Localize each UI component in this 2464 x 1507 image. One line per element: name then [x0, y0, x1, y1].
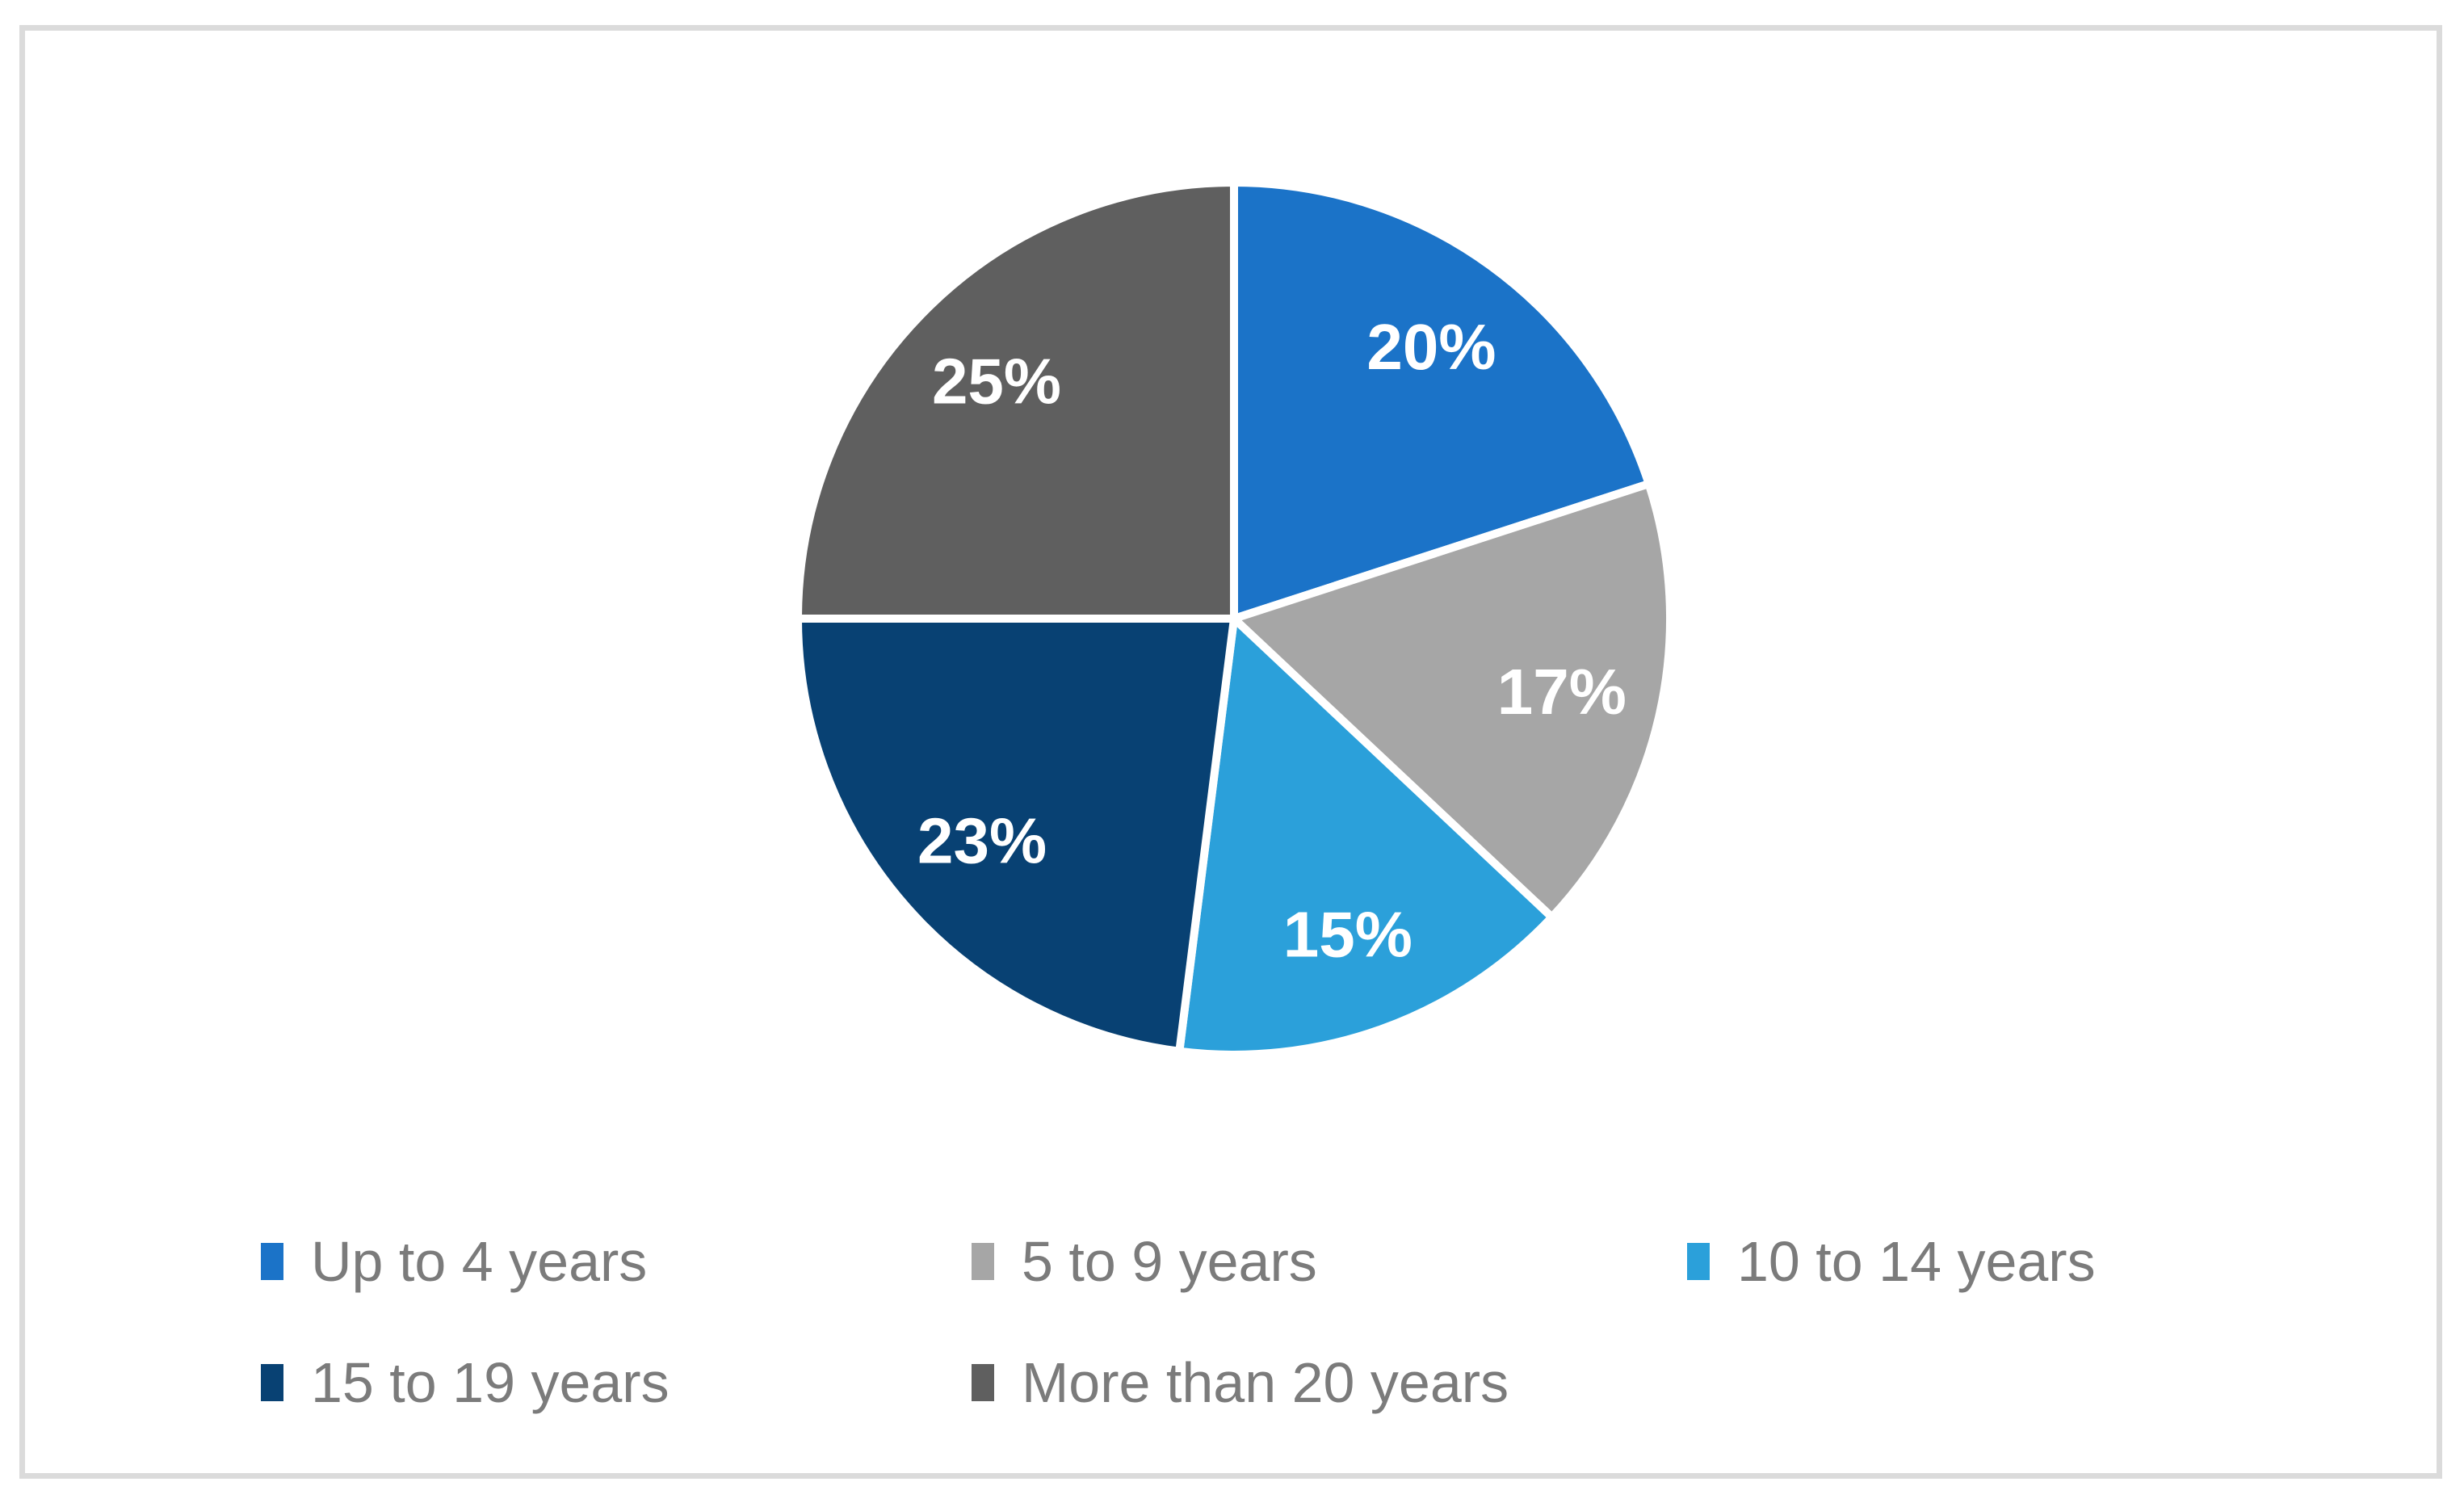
slice-data-label: 25% [932, 346, 1061, 418]
pie-slice [793, 615, 1239, 1056]
pie-slice [1226, 478, 1675, 923]
slice-data-label: 15% [1283, 899, 1412, 971]
slice-data-label: 17% [1497, 656, 1627, 728]
pie-slice [793, 178, 1238, 623]
slice-data-label: 23% [917, 805, 1047, 877]
pie-slice-labels: 20% 17% 15% 23% 25% [917, 311, 1627, 971]
slice-data-label: 20% [1366, 311, 1496, 383]
pie-slice [1174, 610, 1558, 1059]
pie-wedges [793, 178, 1675, 1059]
pie-slice [1230, 178, 1654, 624]
chart-border [19, 25, 2442, 1479]
